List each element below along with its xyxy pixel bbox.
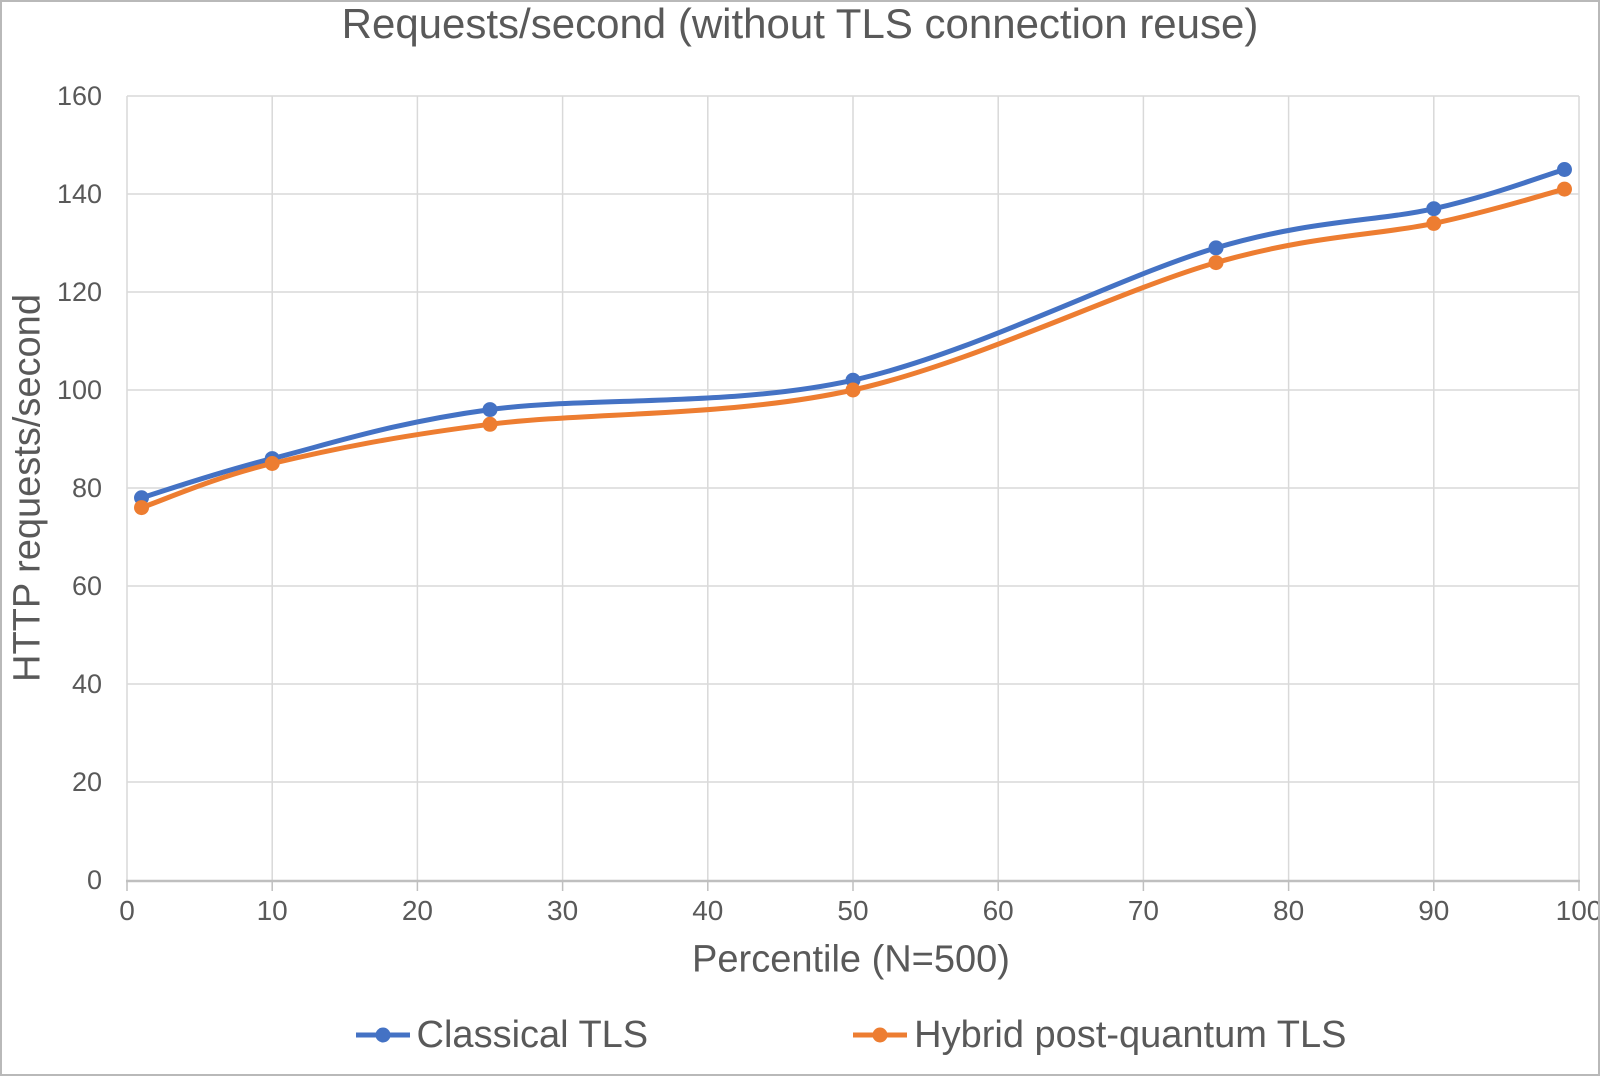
- data-point-hybrid-post-quantum-tls-p50: [845, 382, 861, 398]
- data-point-hybrid-post-quantum-tls-p1: [134, 500, 150, 516]
- legend-label-hybrid-post-quantum-tls: Hybrid post-quantum TLS: [914, 1013, 1347, 1056]
- y-tick-label-60: 60: [72, 571, 102, 601]
- data-point-hybrid-post-quantum-tls-p10: [264, 456, 280, 471]
- legend-label-classical-tls: Classical TLS: [416, 1013, 649, 1056]
- y-tick-label-40: 40: [72, 669, 102, 699]
- legend-marker-dot: [375, 1027, 391, 1043]
- y-tick-label-140: 140: [57, 179, 102, 209]
- y-tick-label-160: 160: [57, 81, 102, 111]
- x-tick-label-90: 90: [1418, 895, 1449, 926]
- data-point-hybrid-post-quantum-tls-p25: [482, 416, 498, 432]
- x-tick-label-20: 20: [402, 895, 433, 926]
- legend-marker-classical-tls-icon: [355, 1027, 410, 1043]
- y-tick-label-120: 120: [57, 277, 102, 307]
- legend: Classical TLS Hybrid post-quantum TLS: [125, 1006, 1577, 1064]
- data-point-classical-tls-p25: [482, 402, 498, 418]
- x-tick-label-80: 80: [1273, 895, 1304, 926]
- x-tick-label-40: 40: [692, 895, 723, 926]
- data-point-hybrid-post-quantum-tls-p75: [1208, 255, 1224, 271]
- y-tick-label-20: 20: [72, 767, 102, 797]
- legend-item-classical-tls: Classical TLS: [355, 1013, 649, 1057]
- y-tick-label-0: 0: [87, 865, 102, 895]
- data-point-hybrid-post-quantum-tls-p90: [1426, 215, 1442, 231]
- x-tick-label-30: 30: [547, 895, 578, 926]
- chart-title: Requests/second (without TLS connection …: [341, 0, 1259, 47]
- x-axis-title: Percentile (N=500): [692, 938, 1010, 981]
- x-tick-label-100: 100: [1556, 895, 1600, 926]
- data-point-classical-tls-p75: [1208, 240, 1224, 256]
- x-tick-label-60: 60: [983, 895, 1014, 926]
- y-tick-label-80: 80: [72, 473, 102, 503]
- x-tick-label-70: 70: [1128, 895, 1159, 926]
- x-tick-label-0: 0: [119, 895, 135, 926]
- x-tick-label-50: 50: [837, 895, 868, 926]
- legend-marker-hybrid-post-quantum-tls-icon: [853, 1027, 908, 1043]
- data-point-hybrid-post-quantum-tls-p99: [1556, 181, 1572, 197]
- legend-marker-dot: [872, 1027, 888, 1043]
- legend-item-hybrid-post-quantum-tls: Hybrid post-quantum TLS: [853, 1014, 1346, 1057]
- y-tick-label-100: 100: [57, 375, 102, 405]
- data-point-classical-tls-p90: [1426, 201, 1442, 217]
- x-tick-label-10: 10: [257, 895, 288, 926]
- data-point-classical-tls-p99: [1556, 162, 1572, 177]
